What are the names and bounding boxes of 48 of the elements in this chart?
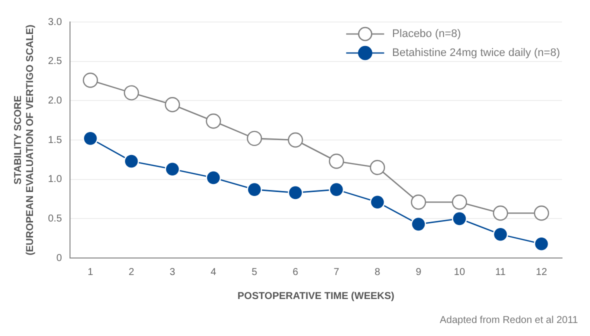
y-tick-label: 1.0 (48, 174, 62, 186)
x-tick-label: 11 (495, 266, 506, 278)
point (288, 132, 304, 148)
point (164, 162, 180, 177)
point (288, 185, 304, 200)
point (328, 154, 344, 169)
point (410, 216, 426, 232)
x-tick-label: 9 (416, 266, 422, 278)
point (492, 206, 508, 221)
y-tick-label: 2.5 (48, 56, 62, 68)
point (492, 226, 508, 242)
legend-label: Betahistine 24mg twice daily (n=8) (392, 47, 560, 60)
x-tick-label: 12 (536, 266, 548, 278)
text: Adapted from Redon et al 2011 (440, 315, 578, 326)
point (410, 194, 426, 210)
point (370, 160, 386, 176)
point (164, 97, 180, 112)
point (452, 211, 468, 226)
y-tick-label: 0.5 (48, 213, 62, 224)
x-tick-label: 10 (454, 266, 466, 278)
x-tick-label: 4 (210, 266, 217, 278)
y-tick-label: 0 (56, 252, 62, 264)
point (124, 85, 140, 100)
point (328, 182, 344, 198)
point (82, 130, 98, 146)
point (246, 130, 262, 146)
x-tick-label: 2 (128, 266, 135, 278)
x-tick-label: 1 (88, 266, 94, 278)
point (206, 114, 222, 129)
point (534, 206, 550, 221)
x-tick-label: 6 (292, 266, 299, 278)
x-tick-label: 5 (252, 266, 258, 278)
x-axis-title: POSTOPERATIVE TIME (WEEKS) (238, 290, 394, 302)
point (370, 194, 386, 210)
point (534, 236, 550, 252)
point (124, 154, 140, 169)
y-tick-label: 1.5 (48, 134, 62, 146)
y-tick-label: 2.0 (48, 95, 62, 106)
point (206, 170, 222, 186)
point (452, 194, 468, 210)
point (246, 182, 262, 198)
y-tick-label: 3.0 (48, 16, 62, 28)
y-axis-title: STABILITY SCORE (EUROPEAN EVALUATION OF VERTIGO SCALE) (12, 24, 36, 256)
legend-label: Placebo (n=8) (392, 28, 461, 40)
x-tick-label: 8 (374, 266, 381, 278)
x-tick-label: 7 (334, 266, 340, 278)
point (82, 72, 98, 88)
x-tick-label: 3 (170, 266, 176, 278)
